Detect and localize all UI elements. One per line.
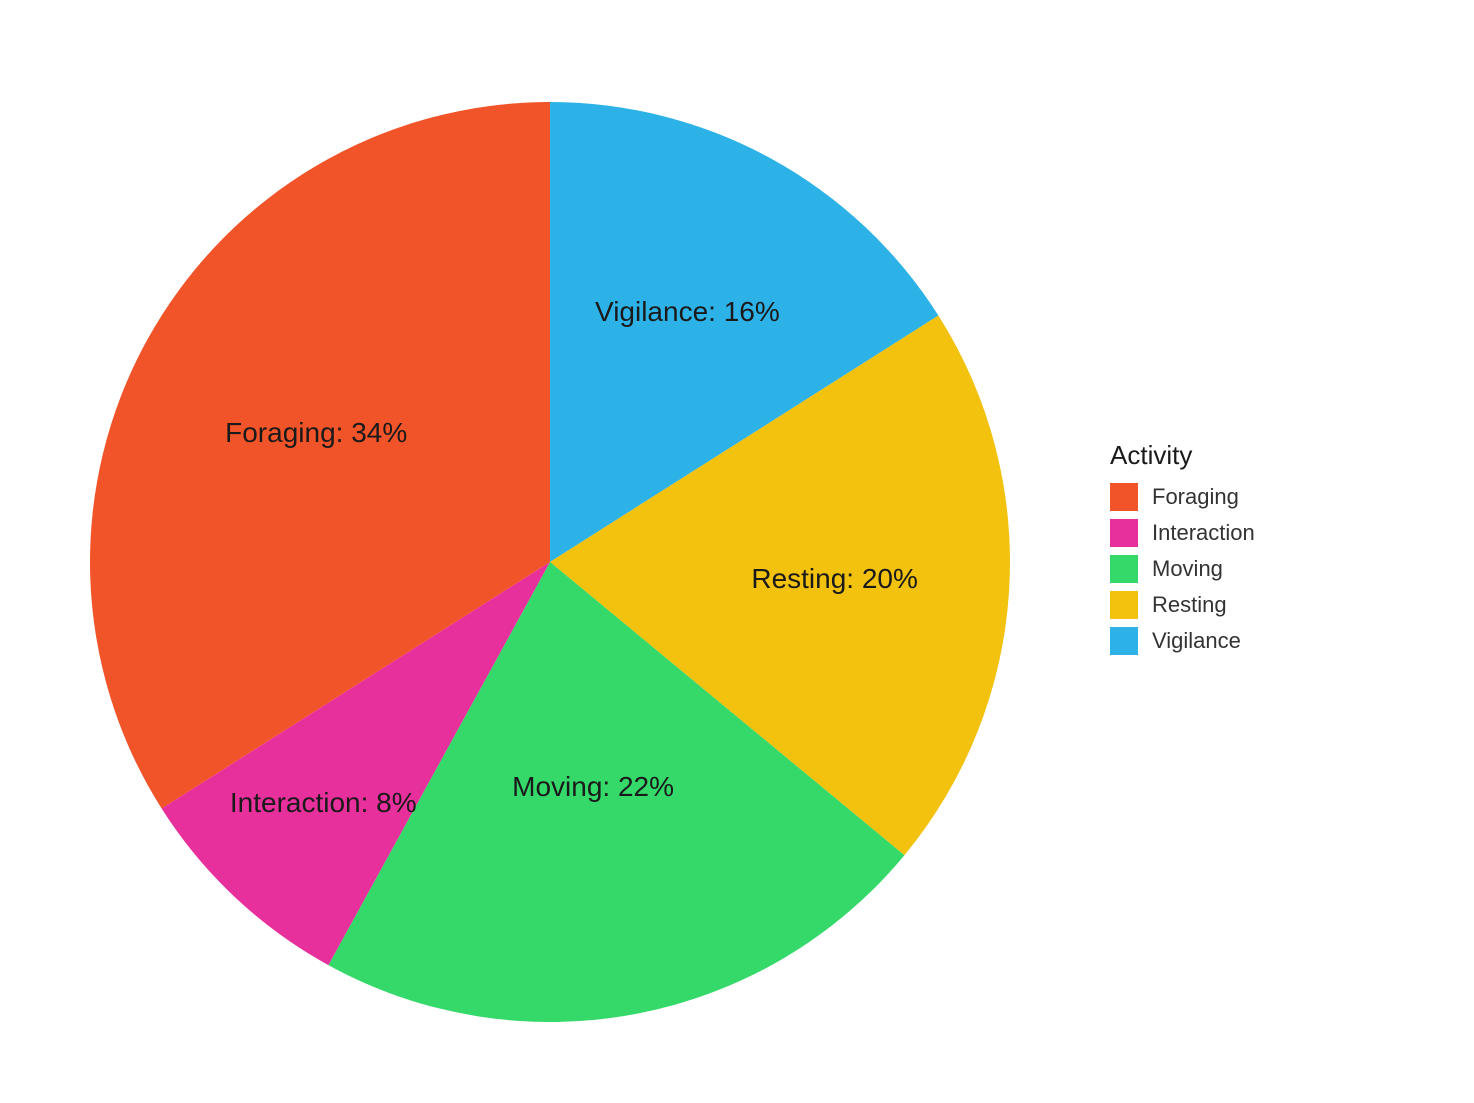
legend-label: Interaction [1152, 520, 1255, 546]
legend-item-foraging: Foraging [1110, 483, 1255, 511]
legend-item-moving: Moving [1110, 555, 1255, 583]
slice-label-moving: Moving: 22% [512, 771, 674, 803]
slice-label-resting: Resting: 20% [751, 563, 918, 595]
legend: Activity Foraging Interaction Moving Restin… [1110, 440, 1255, 663]
legend-label: Vigilance [1152, 628, 1241, 654]
pie-chart: Vigilance: 16% Resting: 20% Moving: 22% Int… [50, 52, 1050, 1052]
legend-swatch [1110, 483, 1138, 511]
legend-swatch [1110, 591, 1138, 619]
slice-label-vigilance: Vigilance: 16% [595, 296, 780, 328]
legend-items: Foraging Interaction Moving Resting Vigilanc… [1110, 483, 1255, 655]
legend-item-interaction: Interaction [1110, 519, 1255, 547]
legend-swatch [1110, 627, 1138, 655]
legend-label: Resting [1152, 592, 1227, 618]
legend-item-resting: Resting [1110, 591, 1255, 619]
legend-swatch [1110, 555, 1138, 583]
pie-svg [50, 52, 1050, 1052]
chart-container: Vigilance: 16% Resting: 20% Moving: 22% Int… [0, 0, 1474, 1103]
slice-label-interaction: Interaction: 8% [230, 787, 417, 819]
legend-swatch [1110, 519, 1138, 547]
legend-label: Moving [1152, 556, 1223, 582]
legend-label: Foraging [1152, 484, 1239, 510]
slice-label-foraging: Foraging: 34% [225, 417, 407, 449]
legend-title: Activity [1110, 440, 1255, 471]
legend-item-vigilance: Vigilance [1110, 627, 1255, 655]
